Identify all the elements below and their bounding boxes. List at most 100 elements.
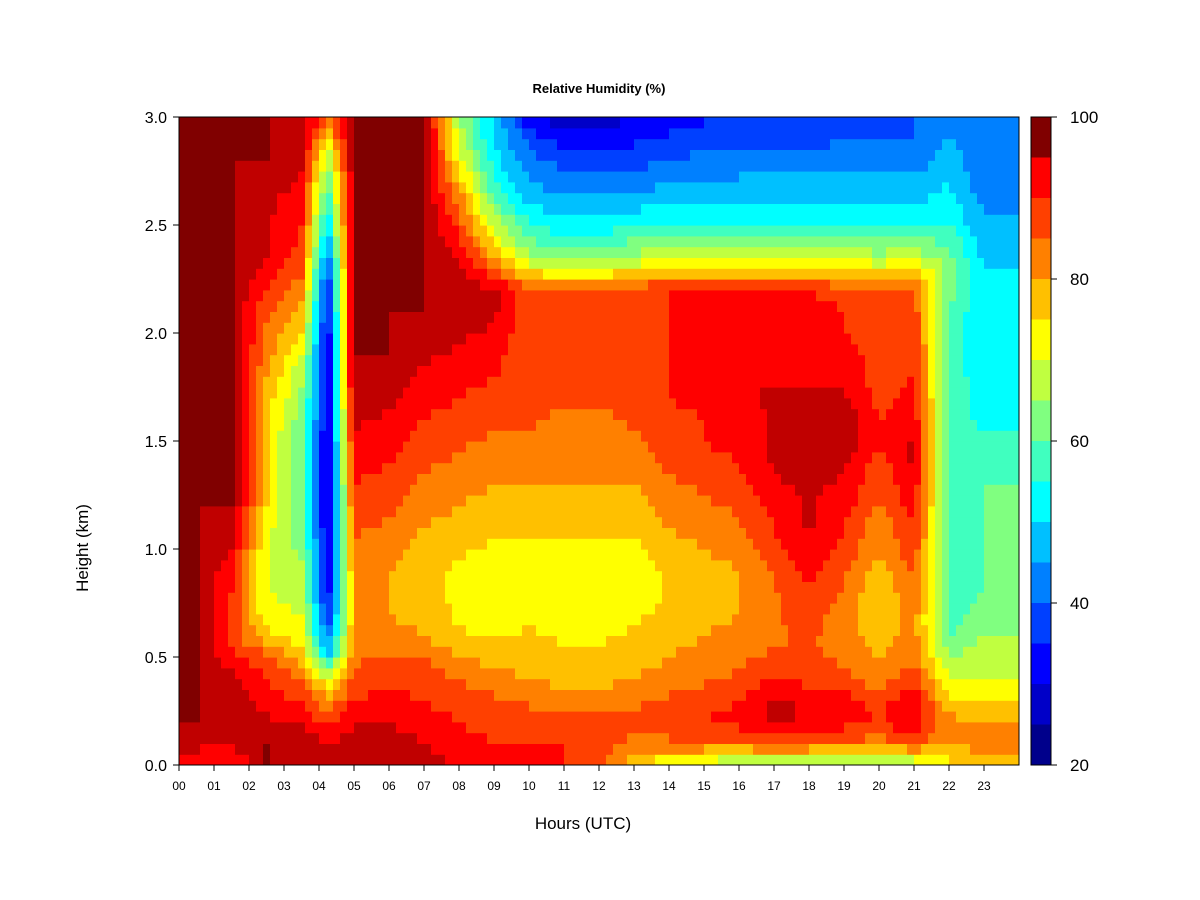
heatmap-cell: [753, 592, 761, 604]
heatmap-cell: [382, 657, 390, 669]
heatmap-cell: [578, 667, 586, 680]
heatmap-cell: [193, 268, 201, 280]
heatmap-cell: [375, 678, 383, 690]
heatmap-cell: [228, 246, 236, 258]
heatmap-cell: [641, 700, 649, 712]
heatmap-cell: [592, 397, 600, 410]
heatmap-cell: [284, 149, 292, 161]
heatmap-cell: [529, 117, 537, 129]
heatmap-cell: [550, 203, 558, 215]
heatmap-cell: [613, 581, 621, 593]
heatmap-cell: [361, 333, 369, 345]
heatmap-cell: [214, 505, 222, 518]
heatmap-cell: [298, 343, 306, 356]
heatmap-cell: [410, 624, 418, 636]
heatmap-cell: [627, 624, 635, 636]
heatmap-cell: [627, 721, 635, 734]
heatmap-cell: [396, 592, 404, 604]
heatmap-cell: [375, 203, 383, 215]
heatmap-cell: [473, 171, 481, 183]
heatmap-cell: [312, 300, 320, 312]
heatmap-cell: [515, 419, 523, 431]
heatmap-cell: [389, 192, 397, 204]
heatmap-cell: [438, 430, 446, 442]
heatmap-cell: [452, 311, 460, 323]
heatmap-cell: [382, 160, 390, 172]
heatmap-cell: [557, 484, 565, 496]
heatmap-cell: [326, 203, 334, 215]
heatmap-cell: [368, 203, 376, 215]
heatmap-cell: [200, 516, 208, 528]
heatmap-cell: [501, 451, 509, 464]
heatmap-cell: [277, 430, 285, 442]
heatmap-cell: [200, 678, 208, 690]
heatmap-cell: [522, 646, 530, 658]
heatmap-cell: [662, 527, 670, 539]
heatmap-cell: [214, 289, 222, 302]
heatmap-cell: [676, 322, 684, 334]
heatmap-cell: [529, 603, 537, 615]
heatmap-cell: [375, 235, 383, 248]
heatmap-cell: [445, 235, 453, 248]
heatmap-cell: [718, 516, 726, 528]
heatmap-cell: [361, 462, 369, 474]
heatmap-cell: [200, 473, 208, 485]
heatmap-cell: [361, 192, 369, 204]
heatmap-cell: [207, 505, 215, 518]
heatmap-cell: [732, 225, 740, 237]
heatmap-cell: [340, 138, 348, 150]
heatmap-cell: [648, 700, 656, 712]
heatmap-cell: [676, 279, 684, 291]
heatmap-cell: [214, 225, 222, 237]
heatmap-cell: [228, 257, 236, 269]
heatmap-cell: [347, 441, 355, 453]
heatmap-cell: [697, 711, 705, 723]
heatmap-cell: [641, 678, 649, 690]
heatmap-cell: [725, 721, 733, 734]
heatmap-cell: [221, 441, 229, 453]
heatmap-cell: [704, 160, 712, 172]
heatmap-cell: [711, 462, 719, 474]
heatmap-cell: [578, 300, 586, 312]
heatmap-cell: [291, 257, 299, 269]
heatmap-cell: [263, 635, 271, 647]
heatmap-cell: [585, 117, 593, 129]
heatmap-cell: [494, 214, 502, 226]
heatmap-cell: [452, 289, 460, 302]
heatmap-cell: [634, 235, 642, 248]
heatmap-cell: [235, 592, 243, 604]
heatmap-cell: [718, 570, 726, 582]
heatmap-cell: [354, 419, 362, 431]
heatmap-cell: [277, 257, 285, 269]
heatmap-cell: [291, 592, 299, 604]
heatmap-cell: [368, 300, 376, 312]
heatmap-cell: [452, 700, 460, 712]
heatmap-cell: [697, 171, 705, 183]
heatmap-cell: [298, 397, 306, 410]
heatmap-cell: [627, 516, 635, 528]
heatmap-cell: [193, 138, 201, 150]
heatmap-cell: [396, 343, 404, 356]
heatmap-cell: [445, 181, 453, 194]
heatmap-cell: [333, 603, 341, 615]
heatmap-cell: [375, 419, 383, 431]
heatmap-cell: [305, 235, 313, 248]
heatmap-cell: [179, 635, 187, 647]
heatmap-cell: [396, 624, 404, 636]
heatmap-cell: [459, 549, 467, 561]
heatmap-cell: [599, 311, 607, 323]
heatmap-cell: [543, 419, 551, 431]
heatmap-cell: [620, 419, 628, 431]
heatmap-cell: [515, 505, 523, 518]
heatmap-cell: [347, 667, 355, 680]
heatmap-cell: [235, 754, 243, 765]
heatmap-cell: [543, 322, 551, 334]
heatmap-cell: [242, 149, 250, 161]
heatmap-cell: [207, 667, 215, 680]
heatmap-cell: [627, 408, 635, 420]
heatmap-cell: [221, 711, 229, 723]
heatmap-cell: [389, 505, 397, 518]
heatmap-cell: [662, 613, 670, 626]
heatmap-cell: [522, 527, 530, 539]
heatmap-cell: [340, 538, 348, 550]
